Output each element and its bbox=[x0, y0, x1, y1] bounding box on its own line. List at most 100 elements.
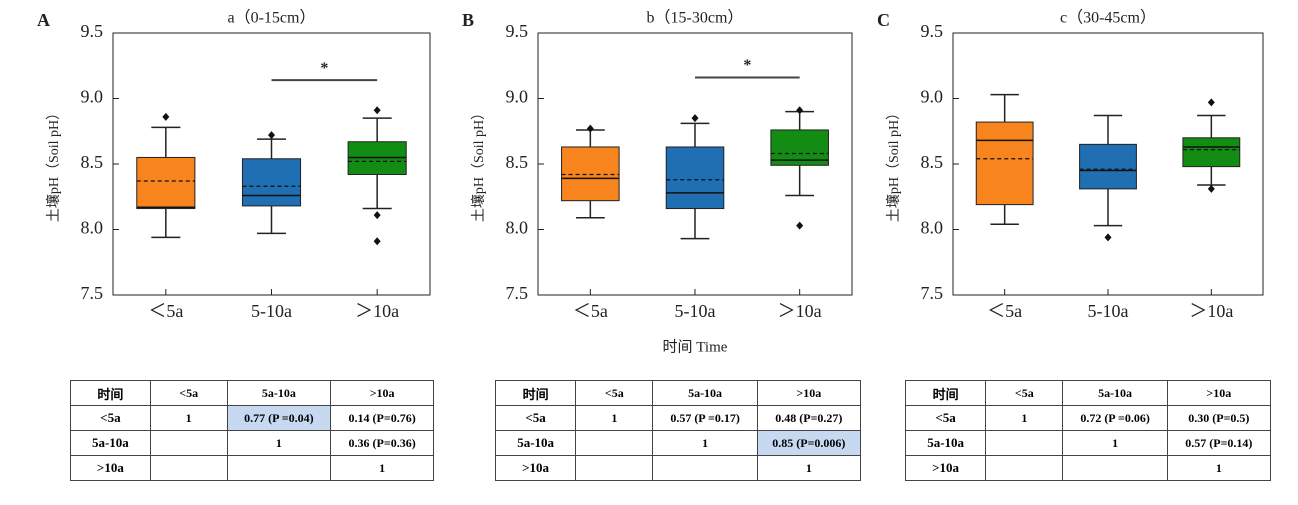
box bbox=[1079, 143, 1137, 190]
outlier bbox=[691, 114, 699, 123]
table-cell: 0.30 (P=0.5) bbox=[1166, 405, 1272, 431]
table-cell: >10a bbox=[1166, 380, 1272, 406]
table-cell: <5a bbox=[70, 405, 151, 431]
x-tick-label: ＜5a bbox=[148, 301, 183, 321]
table-row: <5a 1 0.72 (P =0.06) 0.30 (P=0.5) bbox=[904, 405, 1272, 431]
y-tick-label: 8.5 bbox=[506, 152, 529, 172]
y-tick-label: 8.5 bbox=[81, 152, 104, 172]
table-cell: 5a-10a bbox=[652, 380, 758, 406]
table-cell: 0.77 (P =0.04) bbox=[226, 405, 332, 431]
box bbox=[136, 156, 196, 210]
table-cell: 5a-10a bbox=[70, 430, 151, 456]
table-cell: 0.57 (P=0.14) bbox=[1166, 430, 1272, 456]
table-cell: 1 bbox=[985, 405, 1064, 431]
panel-letter: C bbox=[877, 10, 890, 30]
outlier bbox=[268, 131, 275, 140]
table-cell: 5a-10a bbox=[494, 430, 577, 456]
outlier bbox=[373, 211, 381, 220]
outlier bbox=[1104, 233, 1112, 242]
outlier bbox=[586, 124, 594, 133]
x-axis-label: 时间 Time bbox=[663, 338, 728, 355]
table-cell: >10a bbox=[70, 455, 151, 481]
table-row: 时间 <5a 5a-10a >10a bbox=[70, 380, 434, 406]
table-row: >10a 1 bbox=[494, 455, 862, 481]
chart-title: c（30-45cm） bbox=[1060, 9, 1156, 27]
table-cell: 0.57 (P =0.17) bbox=[652, 405, 758, 431]
table-row: >10a 1 bbox=[70, 455, 434, 481]
box bbox=[975, 121, 1034, 206]
y-tick-label: 9.0 bbox=[506, 87, 529, 107]
table-cell: 0.48 (P=0.27) bbox=[756, 405, 862, 431]
table-cell: <5a bbox=[575, 380, 654, 406]
table-cell bbox=[1062, 455, 1168, 481]
table-cell bbox=[985, 455, 1064, 481]
box bbox=[561, 146, 620, 202]
table-cell bbox=[149, 430, 228, 456]
chart-title: b（15-30cm） bbox=[647, 9, 744, 27]
x-tick-label: ＞10a bbox=[1189, 301, 1233, 321]
table-cell: <5a bbox=[494, 405, 577, 431]
table-cell: >10a bbox=[494, 455, 577, 481]
table-cell: <5a bbox=[904, 405, 987, 431]
y-tick-label: 7.5 bbox=[506, 283, 529, 303]
y-tick-label: 9.0 bbox=[81, 87, 104, 107]
table-cell: 5a-10a bbox=[1062, 380, 1168, 406]
outlier bbox=[796, 106, 804, 115]
table-cell: 0.14 (P=0.76) bbox=[330, 405, 434, 431]
chart-title: a（0-15cm） bbox=[228, 9, 316, 27]
y-tick-label: 7.5 bbox=[81, 283, 104, 303]
significance-label: * bbox=[320, 60, 328, 77]
table-row: <5a 1 0.77 (P =0.04) 0.14 (P=0.76) bbox=[70, 405, 434, 431]
y-axis-label: 土壤pH（Soil pH） bbox=[45, 106, 62, 222]
box bbox=[241, 158, 302, 207]
significance-label: * bbox=[743, 57, 751, 74]
table-cell: 0.72 (P =0.06) bbox=[1062, 405, 1168, 431]
panel-letter: B bbox=[462, 10, 474, 30]
table-cell: <5a bbox=[985, 380, 1064, 406]
table-cell bbox=[575, 430, 654, 456]
outlier bbox=[1207, 98, 1215, 107]
table-cell: 5a-10a bbox=[226, 380, 332, 406]
outlier bbox=[373, 237, 381, 246]
table-cell: 1 bbox=[756, 455, 862, 481]
table-cell: 1 bbox=[575, 405, 654, 431]
outlier bbox=[1207, 184, 1215, 193]
outlier bbox=[162, 112, 170, 121]
table-row: 5a-10a 1 0.36 (P=0.36) bbox=[70, 430, 434, 456]
outlier bbox=[796, 221, 804, 230]
x-tick-label: ＜5a bbox=[987, 301, 1022, 321]
table-cell: 1 bbox=[1062, 430, 1168, 456]
table-row: >10a 1 bbox=[904, 455, 1272, 481]
table-cell: >10a bbox=[904, 455, 987, 481]
panel-letter: A bbox=[37, 10, 50, 30]
correlation-table: 时间 <5a 5a-10a >10a <5a 1 0.77 (P =0.04) 0.14 (P… bbox=[70, 380, 434, 481]
y-tick-label: 8.0 bbox=[506, 218, 529, 238]
table-cell: 1 bbox=[1166, 455, 1272, 481]
y-tick-label: 8.0 bbox=[921, 218, 944, 238]
correlation-table: 时间 <5a 5a-10a >10a <5a 1 0.57 (P =0.17) 0.48 (P… bbox=[494, 380, 862, 481]
table-cell: 1 bbox=[226, 430, 332, 456]
x-tick-label: 5-10a bbox=[251, 301, 292, 321]
table-cell bbox=[575, 455, 654, 481]
table-cell: 0.85 (P=0.006) bbox=[756, 430, 862, 456]
x-tick-label: 5-10a bbox=[1088, 301, 1129, 321]
y-tick-label: 9.5 bbox=[506, 21, 529, 41]
y-tick-label: 7.5 bbox=[921, 283, 944, 303]
table-cell: >10a bbox=[330, 380, 434, 406]
y-tick-label: 8.5 bbox=[921, 152, 944, 172]
y-tick-label: 8.0 bbox=[81, 218, 104, 238]
table-cell: <5a bbox=[149, 380, 228, 406]
table-cell: 0.36 (P=0.36) bbox=[330, 430, 434, 456]
table-cell: 时间 bbox=[70, 380, 151, 406]
table-cell: 1 bbox=[149, 405, 228, 431]
table-cell: 1 bbox=[652, 430, 758, 456]
table-cell: 5a-10a bbox=[904, 430, 987, 456]
table-cell: >10a bbox=[756, 380, 862, 406]
x-tick-label: 5-10a bbox=[675, 301, 716, 321]
table-cell bbox=[652, 455, 758, 481]
box bbox=[665, 146, 725, 210]
y-tick-label: 9.0 bbox=[921, 87, 944, 107]
table-row: <5a 1 0.57 (P =0.17) 0.48 (P=0.27) bbox=[494, 405, 862, 431]
